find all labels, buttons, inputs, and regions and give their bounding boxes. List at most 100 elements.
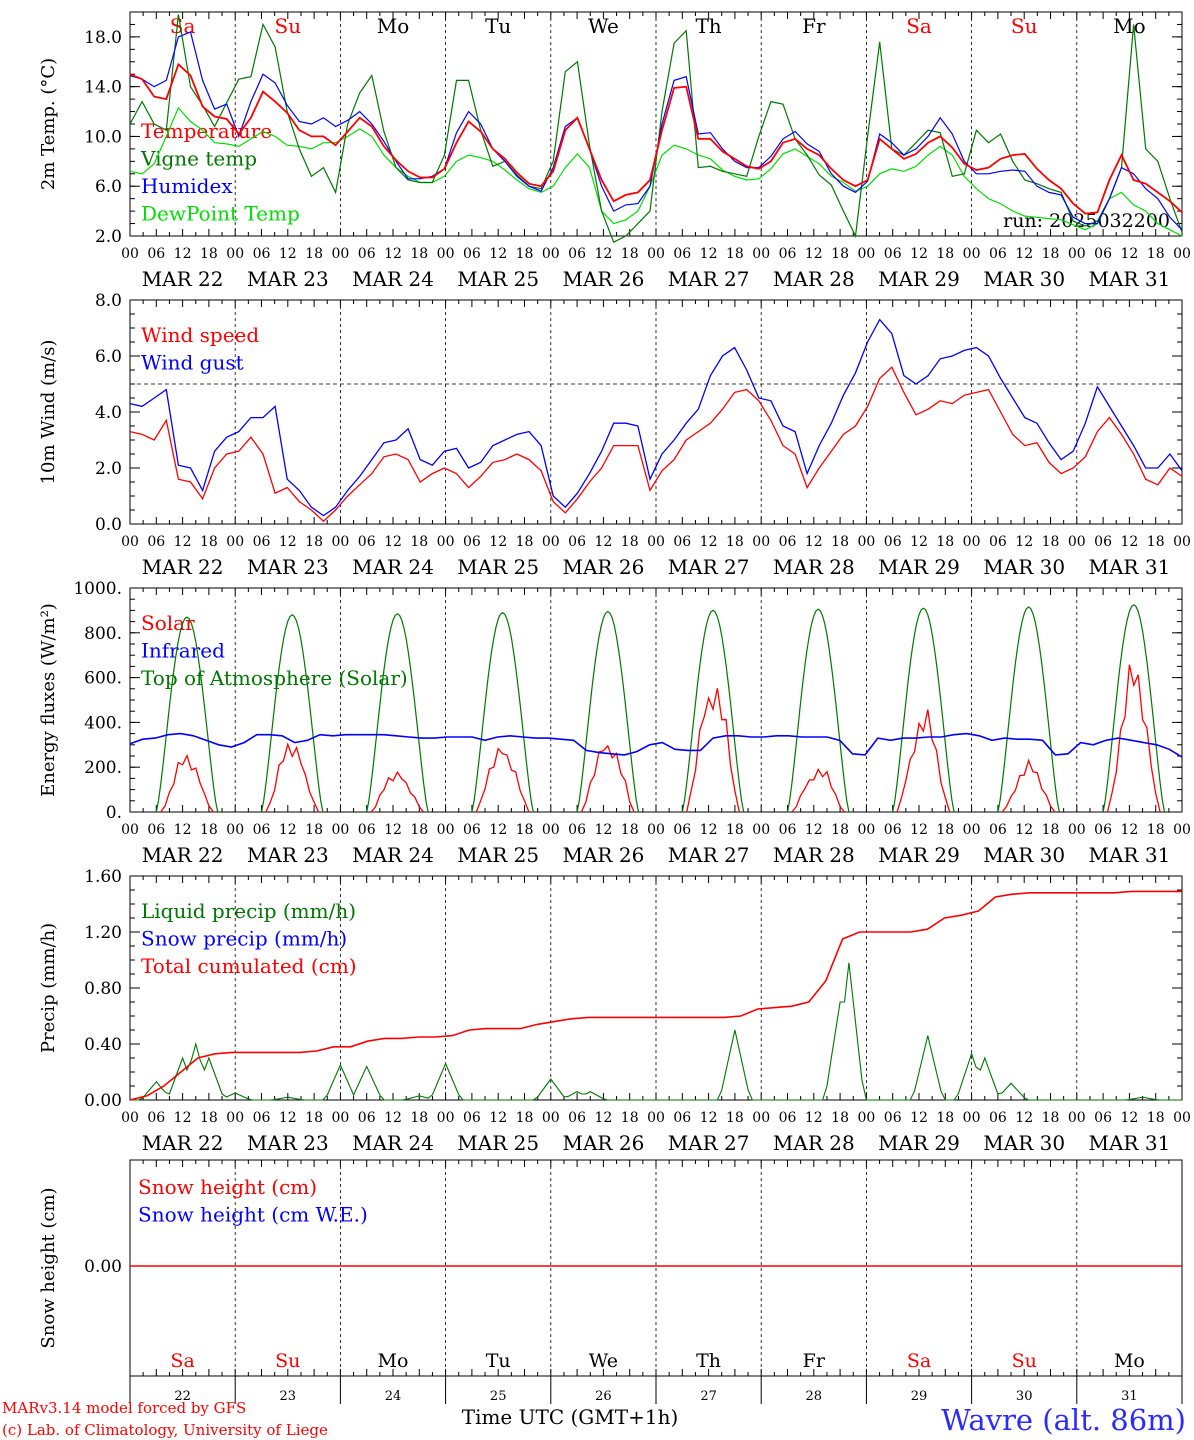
- date-label: MAR 28: [773, 843, 855, 867]
- hour-label: 00: [331, 246, 349, 262]
- hour-label: 18: [516, 534, 534, 550]
- hour-label: 12: [489, 822, 507, 838]
- hour-label: 18: [200, 822, 218, 838]
- hour-label: 18: [936, 534, 954, 550]
- hour-label: 06: [989, 1110, 1007, 1126]
- hour-label: 00: [752, 1110, 770, 1126]
- panel-5: 0.00 Snow height (cm) Snow height (cm) Snow…: [38, 1159, 1183, 1404]
- hour-label: 18: [621, 1110, 639, 1126]
- panel-2: 0.0 2.0 4.0 6.0 8.0 10m Wind (m/s) 00 06 12 18 MAR…: [38, 291, 1191, 579]
- hour-label: 00: [963, 822, 981, 838]
- date-label: MAR 24: [352, 267, 434, 291]
- weekday-label: Tu: [485, 14, 511, 38]
- series-line-3: [129, 106, 1183, 237]
- date-label: MAR 22: [142, 1131, 224, 1155]
- credit-line-1: MARv3.14 model forced by GFS: [2, 1399, 246, 1417]
- hour-label: 18: [305, 246, 323, 262]
- weekday-label: Fr: [803, 1350, 826, 1372]
- hour-label: 18: [1147, 822, 1165, 838]
- day-number-label: 25: [490, 1389, 507, 1404]
- hour-label: 06: [884, 822, 902, 838]
- date-label: MAR 31: [1089, 843, 1171, 867]
- hour-label: 00: [1173, 246, 1191, 262]
- hour-label: 06: [568, 246, 586, 262]
- date-label: MAR 26: [563, 1131, 645, 1155]
- hour-label: 18: [516, 822, 534, 838]
- solar-curve: [370, 770, 425, 813]
- date-label: MAR 31: [1089, 555, 1171, 579]
- hour-label: 06: [1094, 534, 1112, 550]
- hour-label: 18: [1042, 534, 1060, 550]
- hour-label: 00: [437, 1110, 455, 1126]
- date-label: MAR 25: [457, 843, 539, 867]
- hour-label: 06: [358, 534, 376, 550]
- y-tick-label: 2.0: [95, 227, 122, 247]
- hour-label: 18: [726, 246, 744, 262]
- hour-label: 00: [542, 246, 560, 262]
- series-line-1: [129, 318, 1183, 517]
- legend-entry: Wind gust: [141, 351, 244, 375]
- date-label: MAR 23: [247, 843, 329, 867]
- hour-label: 00: [963, 246, 981, 262]
- date-label: MAR 23: [247, 555, 329, 579]
- y-axis-label: Precip (mm/h): [38, 923, 59, 1053]
- hour-label: 12: [805, 246, 823, 262]
- legend-entry: Solar: [141, 611, 195, 635]
- solar-curve: [265, 742, 320, 813]
- toa-curve: [260, 614, 324, 813]
- y-tick-label: 0.80: [84, 979, 122, 999]
- hour-label: 12: [279, 246, 297, 262]
- toa-curve: [155, 616, 219, 813]
- hour-label: 06: [253, 822, 271, 838]
- hour-label: 18: [936, 1110, 954, 1126]
- hour-label: 00: [226, 822, 244, 838]
- hour-label: 00: [331, 822, 349, 838]
- hour-label: 12: [594, 246, 612, 262]
- date-label: MAR 24: [352, 843, 434, 867]
- legend-entry: Vigne temp: [140, 147, 257, 171]
- day-number-label: 26: [595, 1389, 612, 1404]
- y-tick-label: 0.0: [95, 515, 122, 535]
- day-number-label: 27: [700, 1389, 717, 1404]
- hour-label: 00: [121, 1110, 139, 1126]
- hour-label: 06: [147, 534, 165, 550]
- hour-label: 06: [779, 1110, 797, 1126]
- hour-label: 06: [673, 1110, 691, 1126]
- date-label: MAR 22: [142, 843, 224, 867]
- hour-label: 12: [910, 246, 928, 262]
- legend-entry: Temperature: [141, 119, 272, 143]
- date-label: MAR 30: [983, 1131, 1065, 1155]
- y-tick-label: 8.0: [95, 291, 122, 311]
- hour-label: 12: [1120, 822, 1138, 838]
- weekday-label: Mo: [378, 1350, 409, 1372]
- hour-label: 00: [331, 534, 349, 550]
- legend-entry: Humidex: [141, 174, 233, 198]
- hour-label: 18: [936, 822, 954, 838]
- hour-label: 12: [700, 534, 718, 550]
- hour-label: 18: [621, 822, 639, 838]
- hour-label: 06: [989, 246, 1007, 262]
- weekday-label: We: [588, 14, 619, 38]
- y-tick-label: 6.0: [95, 177, 122, 197]
- hour-label: 00: [1173, 1110, 1191, 1126]
- toa-curve: [681, 609, 745, 813]
- hour-label: 00: [752, 822, 770, 838]
- hour-label: 12: [279, 822, 297, 838]
- hour-label: 00: [752, 534, 770, 550]
- day-number-label: 24: [385, 1389, 402, 1404]
- date-label: MAR 23: [247, 1131, 329, 1155]
- hour-label: 18: [410, 822, 428, 838]
- hour-label: 12: [1015, 246, 1033, 262]
- toa-curve: [892, 607, 955, 813]
- date-label: MAR 29: [878, 555, 960, 579]
- hour-label: 06: [358, 822, 376, 838]
- hour-label: 06: [779, 822, 797, 838]
- solar-curve: [1106, 664, 1161, 813]
- toa-curve: [576, 610, 640, 813]
- weekday-label: Th: [695, 14, 721, 38]
- hour-label: 12: [384, 822, 402, 838]
- hour-label: 12: [1120, 1110, 1138, 1126]
- weekday-label: Su: [275, 14, 302, 38]
- date-label: MAR 25: [457, 267, 539, 291]
- hour-label: 06: [147, 1110, 165, 1126]
